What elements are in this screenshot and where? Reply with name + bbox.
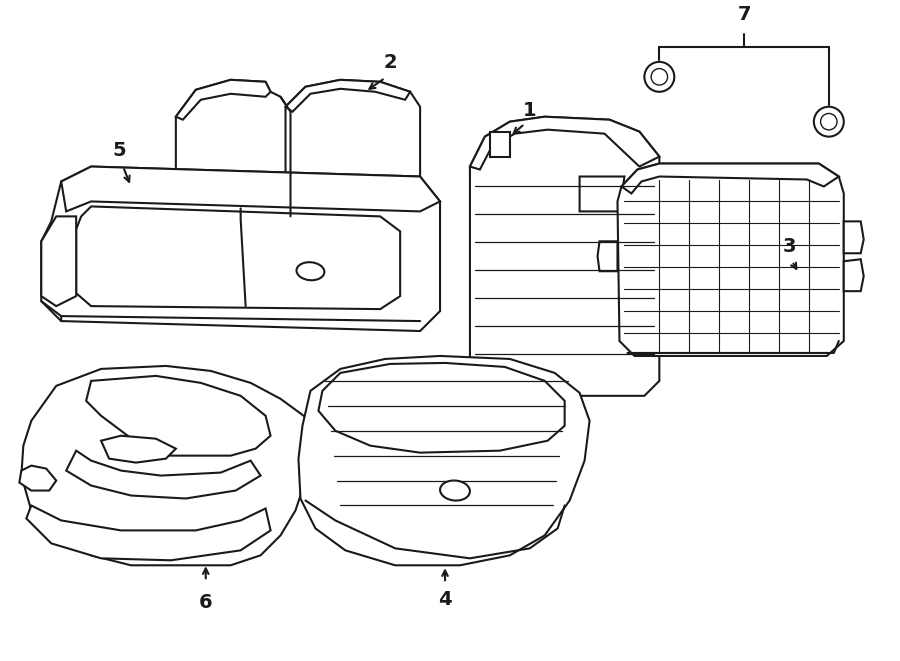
Polygon shape [470, 117, 660, 396]
Polygon shape [617, 163, 844, 356]
Text: 5: 5 [112, 141, 126, 159]
Polygon shape [41, 216, 76, 306]
Circle shape [644, 62, 674, 92]
Text: 7: 7 [737, 5, 751, 24]
Text: 1: 1 [523, 100, 536, 120]
Polygon shape [26, 506, 271, 561]
Polygon shape [490, 132, 509, 157]
Polygon shape [299, 356, 590, 565]
Text: 6: 6 [199, 593, 212, 612]
Polygon shape [580, 176, 625, 212]
Circle shape [821, 114, 837, 130]
Text: 4: 4 [438, 590, 452, 609]
Polygon shape [285, 80, 420, 216]
Circle shape [814, 106, 844, 137]
Polygon shape [844, 221, 864, 253]
Polygon shape [319, 363, 564, 453]
Ellipse shape [440, 481, 470, 500]
Polygon shape [285, 80, 410, 112]
Polygon shape [176, 80, 271, 120]
Text: 2: 2 [383, 53, 397, 72]
Polygon shape [470, 117, 660, 169]
Polygon shape [61, 167, 440, 212]
Polygon shape [76, 206, 400, 309]
Polygon shape [22, 366, 315, 565]
Polygon shape [644, 286, 670, 331]
Ellipse shape [296, 262, 324, 280]
Polygon shape [67, 451, 261, 498]
Text: 3: 3 [782, 237, 796, 256]
Polygon shape [844, 259, 864, 291]
Polygon shape [622, 163, 839, 194]
Polygon shape [101, 436, 176, 463]
Polygon shape [19, 465, 56, 490]
Circle shape [651, 69, 668, 85]
Polygon shape [41, 167, 440, 331]
Polygon shape [176, 80, 291, 216]
Polygon shape [86, 376, 271, 455]
Polygon shape [598, 241, 617, 271]
